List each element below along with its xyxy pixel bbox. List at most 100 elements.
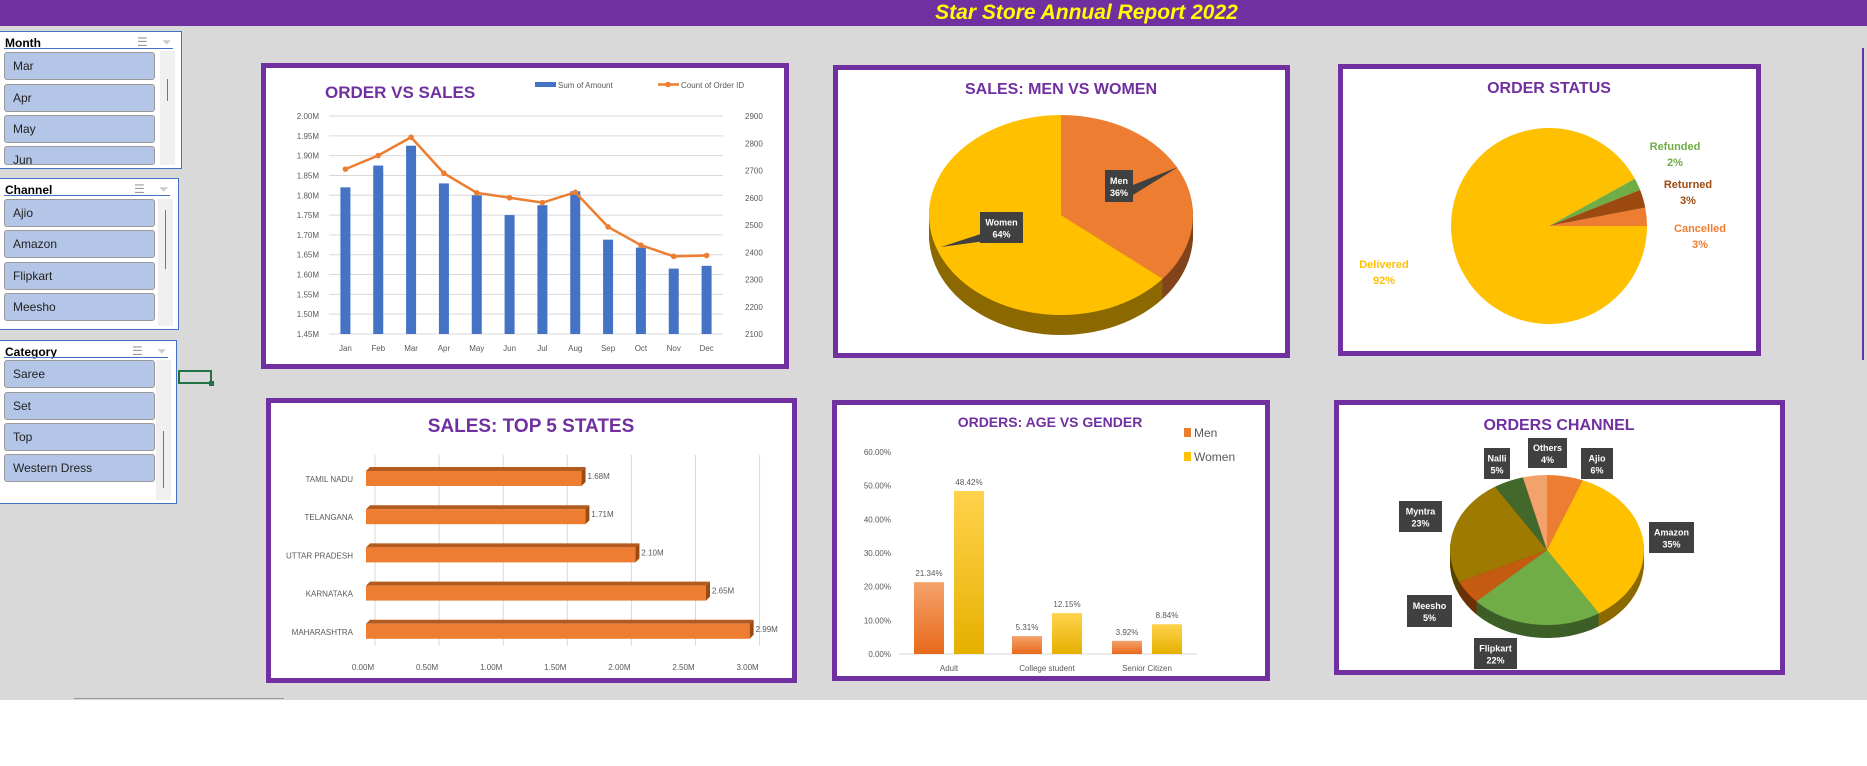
data-label-box xyxy=(1528,438,1567,468)
chart-age-vs-gender[interactable]: ORDERS: AGE VS GENDER 0.00% 10.00% 20.00% 30… xyxy=(832,400,1270,681)
data-label-box xyxy=(980,212,1023,243)
slicer-item[interactable]: Meesho xyxy=(4,293,155,321)
slicer-item[interactable]: Flipkart xyxy=(4,262,155,290)
clear-filter-icon[interactable]: ⏷ xyxy=(162,35,172,49)
multi-select-icon[interactable]: ☰ xyxy=(134,182,145,196)
y-tick-label: 2.00M xyxy=(297,112,320,121)
point-count-of-order-id-jan xyxy=(342,166,349,172)
slicer-scrollbar[interactable] xyxy=(160,51,175,165)
y-tick-label: 30.00% xyxy=(864,549,891,558)
chart-title: SALES: TOP 5 STATES xyxy=(428,416,635,437)
data-label-box xyxy=(1649,522,1694,553)
data-label-value: 23% xyxy=(1411,519,1429,529)
chart-title: SALES: MEN VS WOMEN xyxy=(965,81,1157,98)
slicer-item[interactable]: Amazon xyxy=(4,230,155,258)
y2-tick-label: 2100 xyxy=(745,330,763,339)
slicer-item[interactable]: Top xyxy=(4,423,155,451)
bar-sum-of-amount-jun xyxy=(504,215,515,334)
multi-select-icon[interactable]: ☰ xyxy=(132,344,143,358)
slicer-scrollbar[interactable] xyxy=(158,199,173,326)
data-label-name: Nalli xyxy=(1487,454,1506,464)
chart-title: ORDER STATUS xyxy=(1487,80,1611,97)
y-tick-label: 1.75M xyxy=(297,211,320,220)
data-label: 8.84% xyxy=(1156,611,1179,620)
pie-slice-returned xyxy=(1549,189,1646,226)
x-tick-label: 3.00M xyxy=(736,663,759,672)
slicer-item[interactable]: Saree xyxy=(4,360,155,388)
bar-top xyxy=(366,619,754,624)
slicer-header: Category xyxy=(5,345,58,359)
pie-slice-myntra xyxy=(1450,486,1547,582)
chart-svg: ORDER STATUS Delivered 92% Refunded 2% Return… xyxy=(1359,80,1726,324)
slicer-header: Channel xyxy=(5,183,53,197)
chart-order-vs-sales[interactable]: ORDER VS SALES 1.45M 1.50M 1.55M 1.60M 1.65M 1… xyxy=(261,63,789,369)
pie-slice-meesho xyxy=(1459,550,1547,602)
bar-sum-of-amount-nov xyxy=(668,268,679,334)
chart-sales-men-vs-women[interactable]: SALES: MEN VS WOMEN Men 36% Women 64% xyxy=(833,65,1290,358)
data-label: 12.15% xyxy=(1053,600,1080,609)
scroll-thumb[interactable] xyxy=(165,210,166,269)
panel-edge xyxy=(1862,48,1864,360)
scroll-thumb[interactable] xyxy=(163,431,164,488)
y-tick-label: 1.95M xyxy=(297,132,320,141)
bar-sum-of-amount-dec xyxy=(701,265,712,334)
data-label-name: Flipkart xyxy=(1479,644,1512,654)
chart-order-status[interactable]: ORDER STATUS Delivered 92% Refunded 2% Return… xyxy=(1338,64,1761,356)
slicer-item[interactable]: Jun xyxy=(4,146,155,165)
data-label-name: Women xyxy=(985,218,1017,228)
data-label: 5.31% xyxy=(1016,623,1039,632)
pie-slice-cancelled xyxy=(1549,207,1647,226)
point-count-of-order-id-apr xyxy=(441,170,447,177)
report-title-bar: Star Store Annual Report 2022 xyxy=(0,0,1867,26)
chart-svg: SALES: TOP 5 STATES 0.00M 0.50M 1.00M 1.50M 2… xyxy=(286,416,778,672)
y-tick-label: 40.00% xyxy=(864,515,891,524)
legend-label: Women xyxy=(1194,450,1235,464)
data-label-value: 36% xyxy=(1110,188,1128,198)
point-count-of-order-id-mar xyxy=(408,134,414,141)
y2-tick-label: 2800 xyxy=(745,139,763,148)
point-count-of-order-id-may xyxy=(473,190,480,196)
data-label-value: 4% xyxy=(1541,455,1554,465)
data-label-name: Amazon xyxy=(1654,528,1689,538)
scroll-thumb[interactable] xyxy=(167,79,168,101)
slicer-item[interactable]: Western Dress xyxy=(4,454,155,482)
chart-svg: ORDER VS SALES 1.45M 1.50M 1.55M 1.60M 1.65M 1… xyxy=(297,81,764,353)
slicer-month: Month ☰ ⏷ Mar Apr May Jun xyxy=(0,31,182,169)
bar-top xyxy=(366,505,590,510)
bar-sum-of-amount-jul xyxy=(537,205,548,334)
multi-select-icon[interactable]: ☰ xyxy=(137,35,148,49)
data-label-value: 3% xyxy=(1692,239,1708,251)
data-label-box xyxy=(1105,170,1133,202)
bar-sum-of-amount-aug xyxy=(570,191,581,334)
legend-label: Sum of Amount xyxy=(558,81,613,90)
bar-men-college-student xyxy=(1012,636,1042,654)
bar-top xyxy=(366,581,710,586)
bar-side xyxy=(635,543,640,563)
chart-orders-channel[interactable]: ORDERS CHANNEL Ajio 6% Amazon 35% Flipkart 22%… xyxy=(1334,400,1785,675)
clear-filter-icon[interactable]: ⏷ xyxy=(157,344,167,358)
clear-filter-icon[interactable]: ⏷ xyxy=(159,182,169,196)
chart-top-5-states[interactable]: SALES: TOP 5 STATES 0.00M 0.50M 1.00M 1.50M 2… xyxy=(266,398,797,683)
bar-top xyxy=(366,467,586,471)
slicer-item[interactable]: May xyxy=(4,115,155,143)
slicer-item[interactable]: Set xyxy=(4,392,155,420)
bar-women-senior-citizen xyxy=(1152,624,1182,654)
data-label-name: Returned xyxy=(1664,179,1712,191)
y2-tick-label: 2400 xyxy=(745,248,763,257)
legend-label: Men xyxy=(1194,426,1217,440)
slicer-scrollbar[interactable] xyxy=(156,360,171,500)
x-tick-label: Nov xyxy=(667,344,681,353)
data-label-value: 3% xyxy=(1680,195,1696,207)
data-label-value: 5% xyxy=(1423,613,1436,623)
legend-swatch xyxy=(1184,452,1191,461)
slicer-item[interactable]: Apr xyxy=(4,84,155,112)
slicer-item[interactable]: Ajio xyxy=(4,199,155,227)
bar-women-college-student xyxy=(1052,613,1082,654)
selected-cell[interactable] xyxy=(178,370,214,386)
data-label-box xyxy=(1474,638,1517,669)
y-tick-label: 1.60M xyxy=(297,271,320,280)
legend-swatch xyxy=(1184,428,1191,437)
fill-handle[interactable] xyxy=(209,381,214,386)
slicer-item[interactable]: Mar xyxy=(4,52,155,80)
bar-sum-of-amount-apr xyxy=(438,183,449,334)
